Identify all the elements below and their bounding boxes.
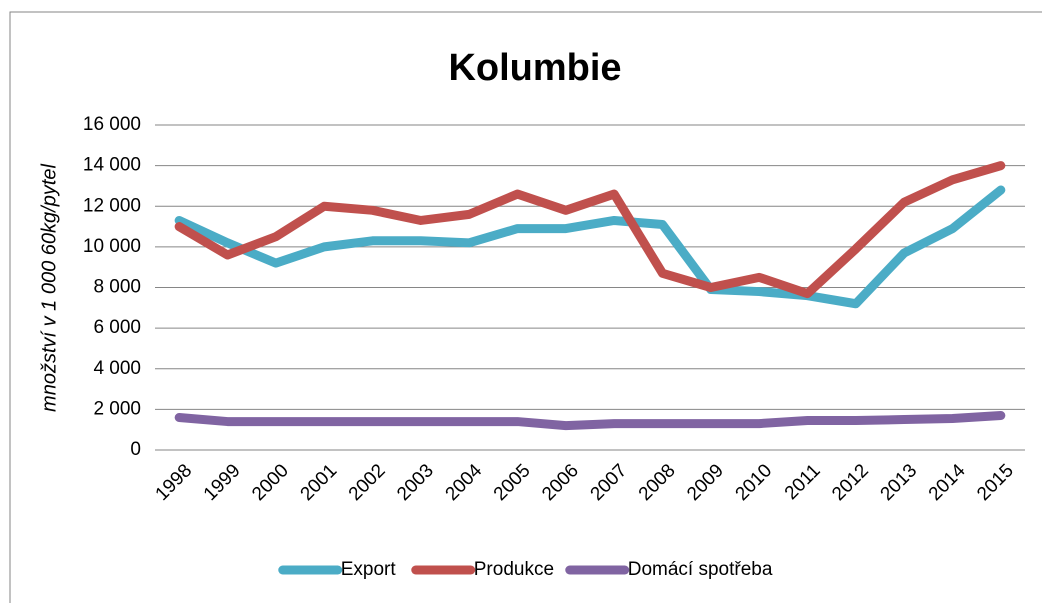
series-line (174, 185, 1006, 309)
legend-label: Export (341, 559, 397, 580)
y-tick-label: 16 000 (83, 114, 141, 135)
x-tick-label: 2000 (248, 460, 293, 505)
x-tick-label: 2007 (587, 460, 632, 505)
x-tick-label: 2008 (635, 460, 680, 505)
x-tick-label: 2001 (297, 460, 342, 505)
y-tick-label: 12 000 (83, 195, 141, 216)
x-tick-label: 2005 (490, 460, 535, 505)
x-tick-label: 2012 (828, 460, 873, 505)
y-tick-label: 4 000 (93, 358, 141, 379)
y-tick-label: 14 000 (83, 155, 141, 176)
x-tick-label: 2011 (781, 460, 825, 504)
legend-label: Domácí spotřeba (628, 559, 773, 580)
y-tick-label: 8 000 (93, 277, 141, 298)
x-tick-label: 2004 (442, 460, 487, 505)
y-axis-label: množství v 1 000 60kg/pytel (38, 163, 60, 411)
y-tick-label: 0 (130, 439, 141, 460)
series-line (174, 161, 1006, 299)
series-line (174, 410, 1006, 431)
chart-title: Kolumbie (448, 47, 621, 89)
x-tick-label: 2014 (925, 460, 970, 505)
x-tick-label: 2010 (732, 460, 777, 505)
x-tick-label: 2003 (393, 460, 438, 505)
x-tick-label: 2002 (345, 460, 390, 505)
chart-border (9, 11, 1042, 603)
y-tick-label: 2 000 (93, 398, 141, 419)
x-tick-label: 2006 (538, 460, 583, 505)
x-tick-label: 1999 (200, 460, 245, 505)
x-tick-label: 2009 (683, 460, 728, 505)
x-tick-label: 1998 (152, 460, 197, 505)
y-tick-label: 6 000 (93, 317, 141, 338)
y-tick-label: 10 000 (83, 236, 141, 257)
legend-label: Produkce (474, 559, 554, 580)
x-tick-label: 2013 (877, 460, 922, 505)
x-tick-label: 2015 (973, 460, 1018, 505)
